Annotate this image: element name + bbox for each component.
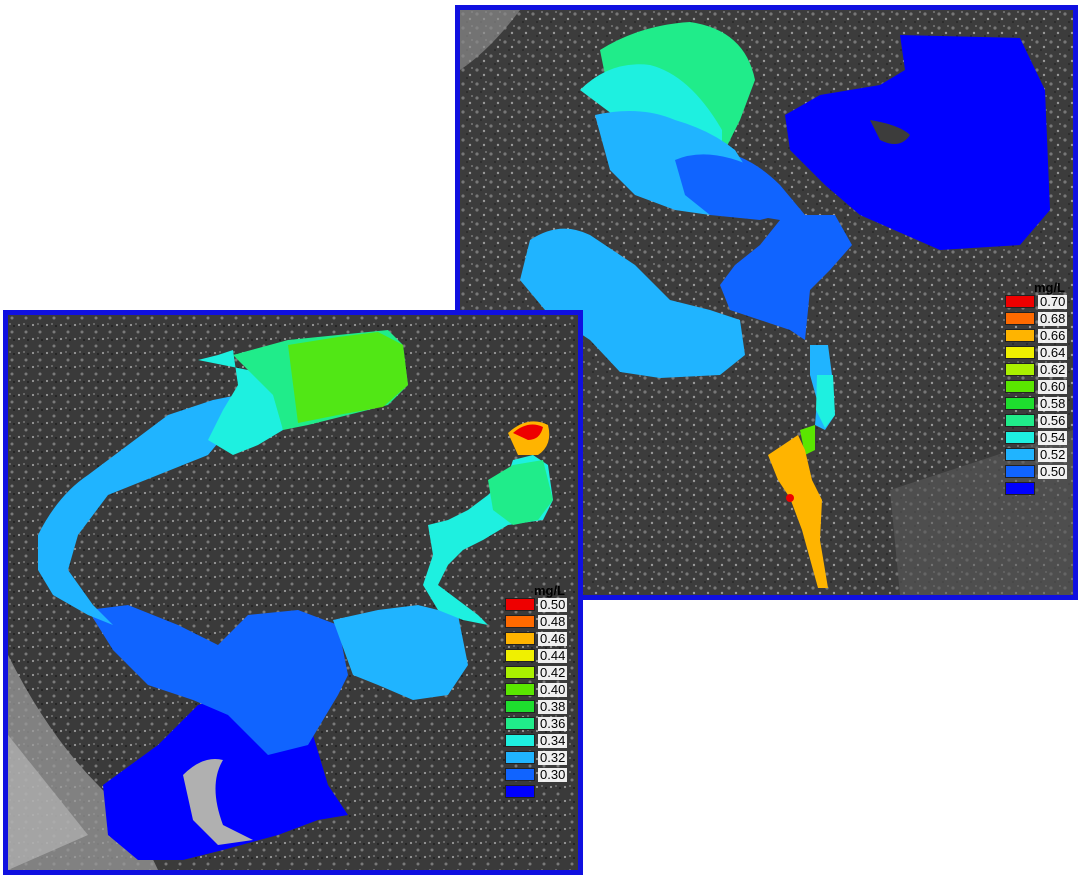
water-zone-pond-peak: [786, 494, 794, 502]
legend-entry: 0.56: [1005, 412, 1068, 428]
beach-sand: [8, 735, 88, 870]
legend-color-swatch: [505, 683, 535, 696]
legend-color-swatch: [505, 632, 535, 645]
legend-value-label: 0.34: [538, 732, 568, 748]
legend-entry: 0.32: [505, 749, 568, 765]
legend-color-swatch: [1005, 363, 1035, 376]
legend-value-label: 0.42: [538, 664, 568, 680]
legend-color-swatch: [505, 785, 535, 798]
legend-color-swatch: [1005, 295, 1035, 308]
legend-entry: 0.36: [505, 715, 568, 731]
legend-entry: [505, 784, 535, 799]
water-zone-east-creek-head: [488, 460, 553, 525]
legend-value-label: 0.56: [1038, 412, 1068, 428]
legend-entry: 0.34: [505, 732, 568, 748]
legend-color-swatch: [505, 700, 535, 713]
legend-value-label: 0.36: [538, 715, 568, 731]
legend-color-swatch: [1005, 414, 1035, 427]
legend-value-label: 0.64: [1038, 344, 1068, 360]
legend-color-swatch: [1005, 448, 1035, 461]
legend-value-label: 0.66: [1038, 327, 1068, 343]
sand-spit: [183, 759, 253, 845]
map-panel-lower: mg/L 0.50 0.48 0.46 0.44 0.42 0.40 0.38 0.36 0.34…: [3, 310, 583, 875]
water-zone-east-pond-peak: [513, 424, 543, 440]
legend-color-swatch: [1005, 431, 1035, 444]
water-zone-outer-harbor: [785, 35, 1050, 250]
legend-entry: 0.60: [1005, 378, 1068, 394]
legend-color-swatch: [1005, 482, 1035, 495]
aerial-map-lower: [8, 315, 578, 870]
legend-value-label: 0.32: [538, 749, 568, 765]
legend-color-swatch: [505, 598, 535, 611]
water-zone-west-channel: [38, 395, 238, 625]
legend-value-label: 0.52: [1038, 446, 1068, 462]
legend-value-label: 0.54: [1038, 429, 1068, 445]
legend-color-swatch: [1005, 397, 1035, 410]
legend-value-label: 0.70: [1038, 293, 1068, 309]
legend-entry: 0.54: [1005, 429, 1068, 445]
legend-color-swatch: [505, 666, 535, 679]
legend-entry: 0.44: [505, 647, 568, 663]
legend-value-label: 0.58: [1038, 395, 1068, 411]
legend-color-swatch: [1005, 329, 1035, 342]
legend-color-swatch: [505, 734, 535, 747]
legend-value-label: 0.60: [1038, 378, 1068, 394]
legend-entry: 0.50: [505, 596, 568, 612]
water-zone-creek-upper: [816, 375, 835, 428]
water-zone-east-bay: [333, 605, 468, 700]
legend-entry: 0.38: [505, 698, 568, 714]
legend-color-swatch: [1005, 346, 1035, 359]
legend-entry: 0.66: [1005, 327, 1068, 343]
legend-value-label: 0.68: [1038, 310, 1068, 326]
legend-value-label: 0.30: [538, 766, 568, 782]
legend-value-label: 0.50: [538, 596, 568, 612]
legend-value-label: 0.46: [538, 630, 568, 646]
legend-unit-label: mg/L: [1033, 280, 1065, 295]
legend-entry: 0.52: [1005, 446, 1068, 462]
water-zone-north-pond-head: [288, 332, 408, 423]
legend-value-label: 0.48: [538, 613, 568, 629]
legend-unit-label: mg/L: [533, 583, 565, 598]
legend-color-swatch: [505, 768, 535, 781]
water-zone-pond: [768, 435, 828, 588]
legend-entry: 0.30: [505, 766, 568, 782]
legend-value-label: 0.40: [538, 681, 568, 697]
legend-color-swatch: [1005, 465, 1035, 478]
water-zone-cove-mouth: [675, 154, 800, 220]
shore-sand: [460, 10, 520, 70]
legend-entry: 0.62: [1005, 361, 1068, 377]
water-zone-central-bay: [88, 605, 348, 755]
legend-entry: 0.70: [1005, 293, 1068, 309]
legend-color-swatch: [1005, 380, 1035, 393]
legend-entry: 0.58: [1005, 395, 1068, 411]
legend-value-label: 0.44: [538, 647, 568, 663]
legend-entry: 0.68: [1005, 310, 1068, 326]
legend-color-swatch: [505, 751, 535, 764]
island: [870, 120, 910, 144]
legend-entry: 0.50: [1005, 463, 1068, 479]
legend-color-swatch: [505, 615, 535, 628]
legend-value-label: 0.50: [1038, 463, 1068, 479]
legend-entry: 0.48: [505, 613, 568, 629]
legend-color-swatch: [1005, 312, 1035, 325]
legend-entry: [1005, 481, 1035, 496]
water-zone-north-channel: [198, 350, 283, 455]
legend-color-swatch: [505, 717, 535, 730]
legend-entry: 0.64: [1005, 344, 1068, 360]
legend-value-label: 0.38: [538, 698, 568, 714]
legend-entry: 0.40: [505, 681, 568, 697]
legend-value-label: 0.62: [1038, 361, 1068, 377]
legend-entry: 0.42: [505, 664, 568, 680]
legend-color-swatch: [505, 649, 535, 662]
water-zone-west-bay: [520, 228, 745, 378]
legend-entry: 0.46: [505, 630, 568, 646]
